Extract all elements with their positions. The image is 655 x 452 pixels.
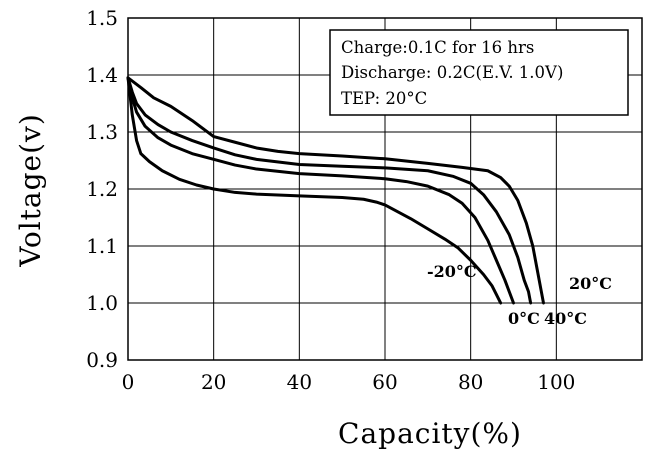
x-tick-label: 80	[458, 370, 483, 394]
x-tick-label: 20	[201, 370, 226, 394]
series-layer	[126, 76, 545, 305]
x-tick-label: 60	[372, 370, 397, 394]
series-label-0: 0°C	[508, 309, 540, 328]
y-tick-label: 1.2	[86, 177, 118, 201]
tick-label-layer: 0 20 40 60 80 100 0.9 1.0 1.1 1.2 1.3 1.4 1.5	[86, 6, 575, 394]
annotation-box: Charge:0.1C for 16 hrs Discharge: 0.2C(E…	[329, 29, 629, 116]
y-axis-title: Voltage(v)	[14, 113, 47, 268]
series-label-40: 40°C	[544, 309, 587, 328]
annotation-box-frame	[329, 29, 629, 116]
y-tick-label: 1.0	[86, 291, 118, 315]
series-labels: -20°C 0°C 40°C 20°C	[427, 262, 612, 328]
series-line-2	[126, 76, 533, 305]
x-axis-title: Capacity(%)	[338, 417, 522, 450]
series-line-1	[126, 76, 515, 305]
y-tick-label: 0.9	[86, 348, 118, 372]
annotation-line-discharge: Discharge: 0.2C(E.V. 1.0V)	[341, 63, 563, 82]
series-line-3	[126, 76, 545, 305]
y-tick-label: 1.3	[86, 120, 118, 144]
series-line-0	[126, 76, 503, 305]
x-tick-label: 40	[287, 370, 312, 394]
series-label-20: 20°C	[569, 274, 612, 293]
annotation-line-charge: Charge:0.1C for 16 hrs	[341, 38, 534, 57]
y-tick-label: 1.4	[86, 63, 118, 87]
annotation-line-temp: TEP: 20°C	[341, 89, 427, 108]
x-tick-label: 0	[122, 370, 135, 394]
y-tick-label: 1.1	[86, 234, 118, 258]
x-tick-label: 100	[537, 370, 575, 394]
series-label-minus20: -20°C	[427, 262, 477, 281]
y-tick-label: 1.5	[86, 6, 118, 30]
